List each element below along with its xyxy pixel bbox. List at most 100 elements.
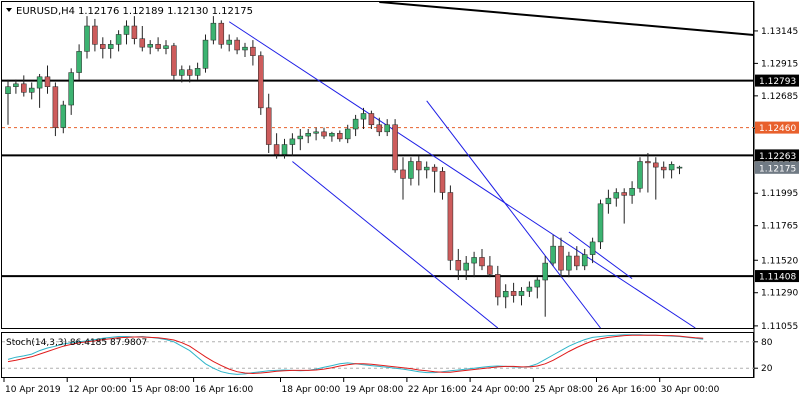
channel-2-upper-line[interactable]: [568, 231, 633, 280]
bull-candle-body: [210, 22, 217, 41]
candle: [242, 42, 248, 58]
bull-candle-body: [305, 132, 311, 137]
bear-candle-body: [455, 260, 462, 271]
time-tick-label: 22 Apr 16:00: [408, 385, 467, 395]
bull-candle-body: [550, 245, 556, 264]
candle: [13, 79, 19, 94]
candle: [250, 40, 256, 66]
candle: [155, 37, 161, 52]
time-tick-label: 16 Apr 16:00: [195, 385, 254, 395]
bull-candle-body: [13, 83, 19, 87]
price-tick-label: 1.11995: [761, 189, 798, 199]
candle: [289, 133, 296, 156]
channel-lower-line[interactable]: [292, 161, 499, 329]
collapse-triangle-icon[interactable]: [6, 8, 12, 12]
bull-candle-body: [28, 87, 35, 93]
candle: [60, 100, 67, 134]
price-label-level: 1.11408: [755, 270, 799, 283]
price-label-current: 1.12175: [755, 161, 799, 174]
candle: [226, 34, 232, 52]
bear-candle-body: [439, 171, 446, 193]
candle: [44, 65, 51, 94]
bear-candle-body: [258, 55, 264, 109]
bull-candle-body: [123, 25, 130, 35]
price-label-text: 1.12460: [759, 124, 796, 134]
bull-candle-body: [36, 76, 43, 89]
bear-candle-body: [44, 76, 51, 87]
candle: [384, 119, 390, 137]
bear-candle-body: [558, 245, 564, 271]
bear-candle-body: [392, 124, 398, 171]
bear-candle-body: [416, 161, 422, 171]
bear-candle-body: [495, 274, 501, 298]
price-labels: 1.12793 1.12460 1.12263 1.12175 1.11408: [755, 74, 799, 283]
price-tick-label: 1.12685: [761, 92, 798, 102]
candle: [463, 256, 469, 281]
candle: [645, 153, 651, 193]
bear-candle-body: [139, 38, 146, 48]
bear-candle-body: [431, 166, 438, 172]
price-label-text: 1.12793: [759, 77, 796, 87]
bull-candle-body: [242, 46, 248, 51]
candle: [471, 251, 477, 278]
trend-line[interactable]: [379, 1, 755, 37]
bull-candle-body: [297, 135, 304, 140]
bear-candle-body: [100, 44, 106, 49]
price-label-text: 1.11408: [759, 273, 796, 283]
bear-candle-body: [487, 265, 493, 275]
candle: [76, 44, 82, 80]
candle: [28, 82, 35, 100]
bear-candle-body: [653, 162, 659, 168]
candle: [84, 16, 90, 59]
candlesticks: [5, 16, 683, 317]
candle: [376, 117, 383, 137]
candle: [21, 75, 27, 97]
price-label-box: [755, 121, 799, 134]
bull-candle-body: [534, 279, 541, 288]
candle: [265, 93, 272, 154]
bull-candle-body: [408, 161, 414, 179]
candle: [574, 246, 580, 271]
price-tick-label: 1.11765: [761, 222, 798, 232]
candle: [297, 129, 304, 151]
bull-candle-body: [597, 203, 604, 243]
candle: [107, 40, 114, 59]
bear-candle-body: [337, 132, 343, 140]
bull-candle-body: [384, 124, 390, 133]
channel-2-lower-line[interactable]: [426, 100, 601, 329]
candle: [171, 42, 177, 80]
candle: [629, 181, 635, 204]
price-tick-label: 1.12225: [761, 157, 798, 167]
candle: [234, 37, 240, 55]
bull-candle-body: [194, 68, 201, 76]
time-tick-label: 18 Apr 00:00: [282, 385, 341, 395]
candle: [431, 164, 438, 193]
candle: [653, 157, 659, 200]
time-tick-label: 25 Apr 08:00: [534, 385, 593, 395]
bull-candle-body: [5, 86, 11, 94]
candle: [115, 30, 122, 52]
bear-candle-body: [368, 113, 375, 126]
bull-candle-body: [589, 241, 596, 255]
candle: [510, 282, 517, 303]
candle: [487, 256, 493, 278]
candle: [163, 40, 169, 55]
candle: [668, 161, 675, 179]
candle: [621, 188, 627, 224]
channel-upper-line[interactable]: [228, 21, 696, 329]
bull-candle-body: [629, 188, 635, 196]
bull-candle-body: [163, 45, 169, 49]
bear-candle-body: [250, 46, 256, 56]
candle: [392, 119, 398, 173]
candle: [423, 161, 430, 179]
candle: [581, 248, 588, 271]
channel-lines[interactable]: [228, 21, 696, 329]
candle: [321, 127, 327, 139]
candle: [352, 114, 359, 137]
candle: [258, 51, 264, 115]
candle: [186, 65, 193, 83]
horizontal-level-lines[interactable]: [2, 1, 755, 278]
candle: [495, 265, 501, 306]
symbol-timeframe: EURUSD,H4: [16, 6, 75, 17]
candle: [605, 189, 612, 214]
